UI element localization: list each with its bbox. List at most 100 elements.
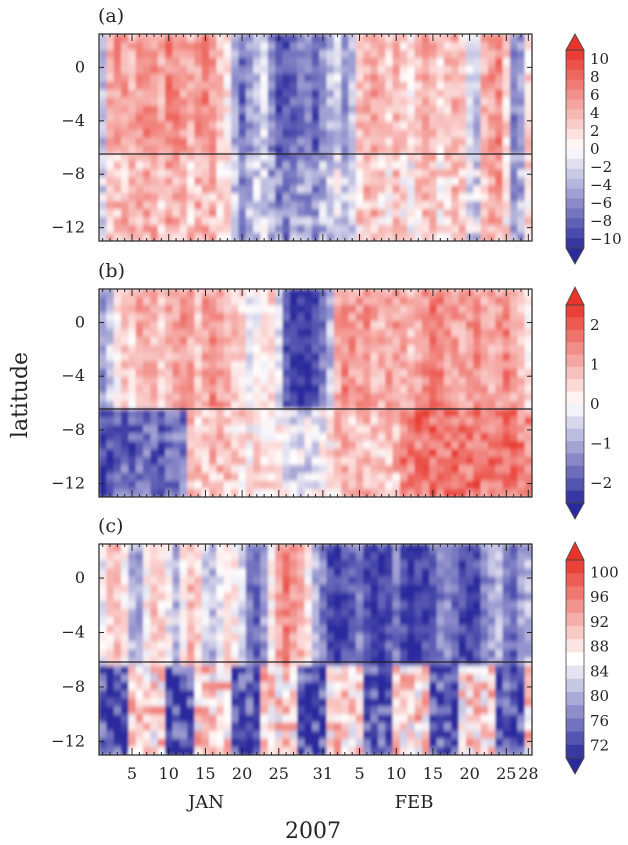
heat-cell: [355, 129, 364, 139]
heat-cell: [304, 738, 313, 748]
heat-cell: [458, 321, 467, 330]
heat-cell: [216, 145, 225, 155]
heat-cell: [421, 34, 431, 43]
heat-cell: [121, 65, 130, 75]
heat-cell: [201, 305, 210, 314]
heat-cell: [216, 584, 225, 594]
heat-cell: [458, 633, 467, 643]
heat-cell: [216, 369, 225, 378]
heat-cell: [245, 34, 254, 43]
heat-cell: [509, 738, 519, 748]
heat-cell: [165, 568, 174, 578]
heat-cell: [253, 641, 262, 651]
heat-cell: [333, 177, 342, 187]
heat-cell: [429, 730, 438, 740]
heat-cell: [113, 193, 122, 202]
heat-cell: [143, 576, 152, 586]
heat-cell: [267, 361, 276, 370]
heat-cell: [333, 65, 342, 75]
heat-cell: [194, 345, 203, 354]
heat-cell: [135, 385, 144, 394]
heat-cell: [399, 105, 409, 115]
heat-cell: [209, 313, 218, 322]
heat-cell: [216, 305, 225, 314]
heat-cell: [524, 313, 532, 322]
heat-cell: [231, 337, 240, 346]
heat-cell: [421, 177, 431, 187]
heat-cell: [201, 49, 210, 59]
heat-cell: [473, 544, 482, 553]
heat-cell: [370, 608, 379, 618]
heat-cell: [165, 97, 174, 107]
heat-cell: [414, 49, 423, 59]
heat-cell: [399, 441, 409, 450]
heat-cell: [216, 738, 225, 748]
heat-cell: [311, 600, 320, 610]
heat-cell: [267, 641, 276, 651]
heat-cell: [487, 377, 497, 386]
heat-cell: [260, 690, 269, 699]
heat-cell: [443, 730, 453, 740]
heat-cell: [429, 465, 438, 474]
heat-cell: [150, 617, 159, 626]
heat-cell: [289, 105, 298, 115]
heat-cell: [348, 746, 357, 755]
heat-cell: [465, 201, 475, 210]
heat-cell: [282, 217, 291, 226]
heat-cell: [326, 233, 335, 241]
heat-cell: [341, 457, 350, 466]
heat-cell: [297, 153, 306, 163]
heat-cell: [370, 730, 379, 740]
heat-cell: [385, 129, 394, 139]
heat-cell: [436, 746, 445, 755]
heat-cell: [495, 201, 504, 210]
heat-cell: [282, 81, 291, 91]
heat-cell: [135, 641, 144, 651]
heat-cell: [502, 690, 511, 699]
heat-cell: [216, 552, 225, 562]
heat-cell: [392, 409, 401, 418]
heat-cell: [99, 608, 108, 618]
heat-cell: [304, 385, 313, 394]
heat-cell: [135, 552, 144, 562]
heat-cell: [319, 57, 328, 67]
heat-cell: [495, 473, 504, 482]
heat-cell: [128, 393, 137, 402]
heat-cell: [495, 377, 504, 386]
heat-cell: [187, 305, 196, 314]
heat-cell: [201, 369, 210, 378]
heat-cell: [172, 345, 181, 354]
heat-cell: [231, 641, 240, 651]
heat-cell: [106, 617, 115, 626]
heat-cell: [209, 193, 218, 202]
heat-cell: [480, 209, 489, 218]
heat-cell: [297, 441, 306, 450]
heat-cell: [385, 153, 394, 163]
heat-cell: [135, 544, 144, 553]
heat-cell: [216, 353, 225, 362]
heat-cell: [172, 233, 181, 241]
heat-cell: [267, 49, 276, 59]
heat-cell: [341, 297, 350, 306]
heat-cell: [253, 457, 262, 466]
heat-cell: [414, 161, 423, 171]
heat-cell: [238, 161, 247, 171]
heat-cell: [495, 185, 504, 195]
heat-cell: [282, 289, 291, 298]
heat-cell: [106, 600, 115, 610]
heat-cell: [209, 600, 218, 610]
heat-cell: [480, 722, 489, 732]
heat-cell: [260, 600, 269, 610]
heat-cell: [297, 584, 306, 594]
heat-cell: [443, 489, 453, 497]
heat-cell: [223, 97, 232, 107]
heat-cell: [99, 584, 108, 594]
heat-cell: [319, 625, 328, 635]
heat-cell: [487, 568, 497, 578]
heat-cell: [275, 473, 284, 482]
heat-cell: [113, 209, 122, 218]
heat-cell: [524, 153, 532, 163]
heat-cell: [275, 305, 284, 314]
heat-cell: [113, 441, 122, 450]
heat-cell: [502, 433, 511, 442]
